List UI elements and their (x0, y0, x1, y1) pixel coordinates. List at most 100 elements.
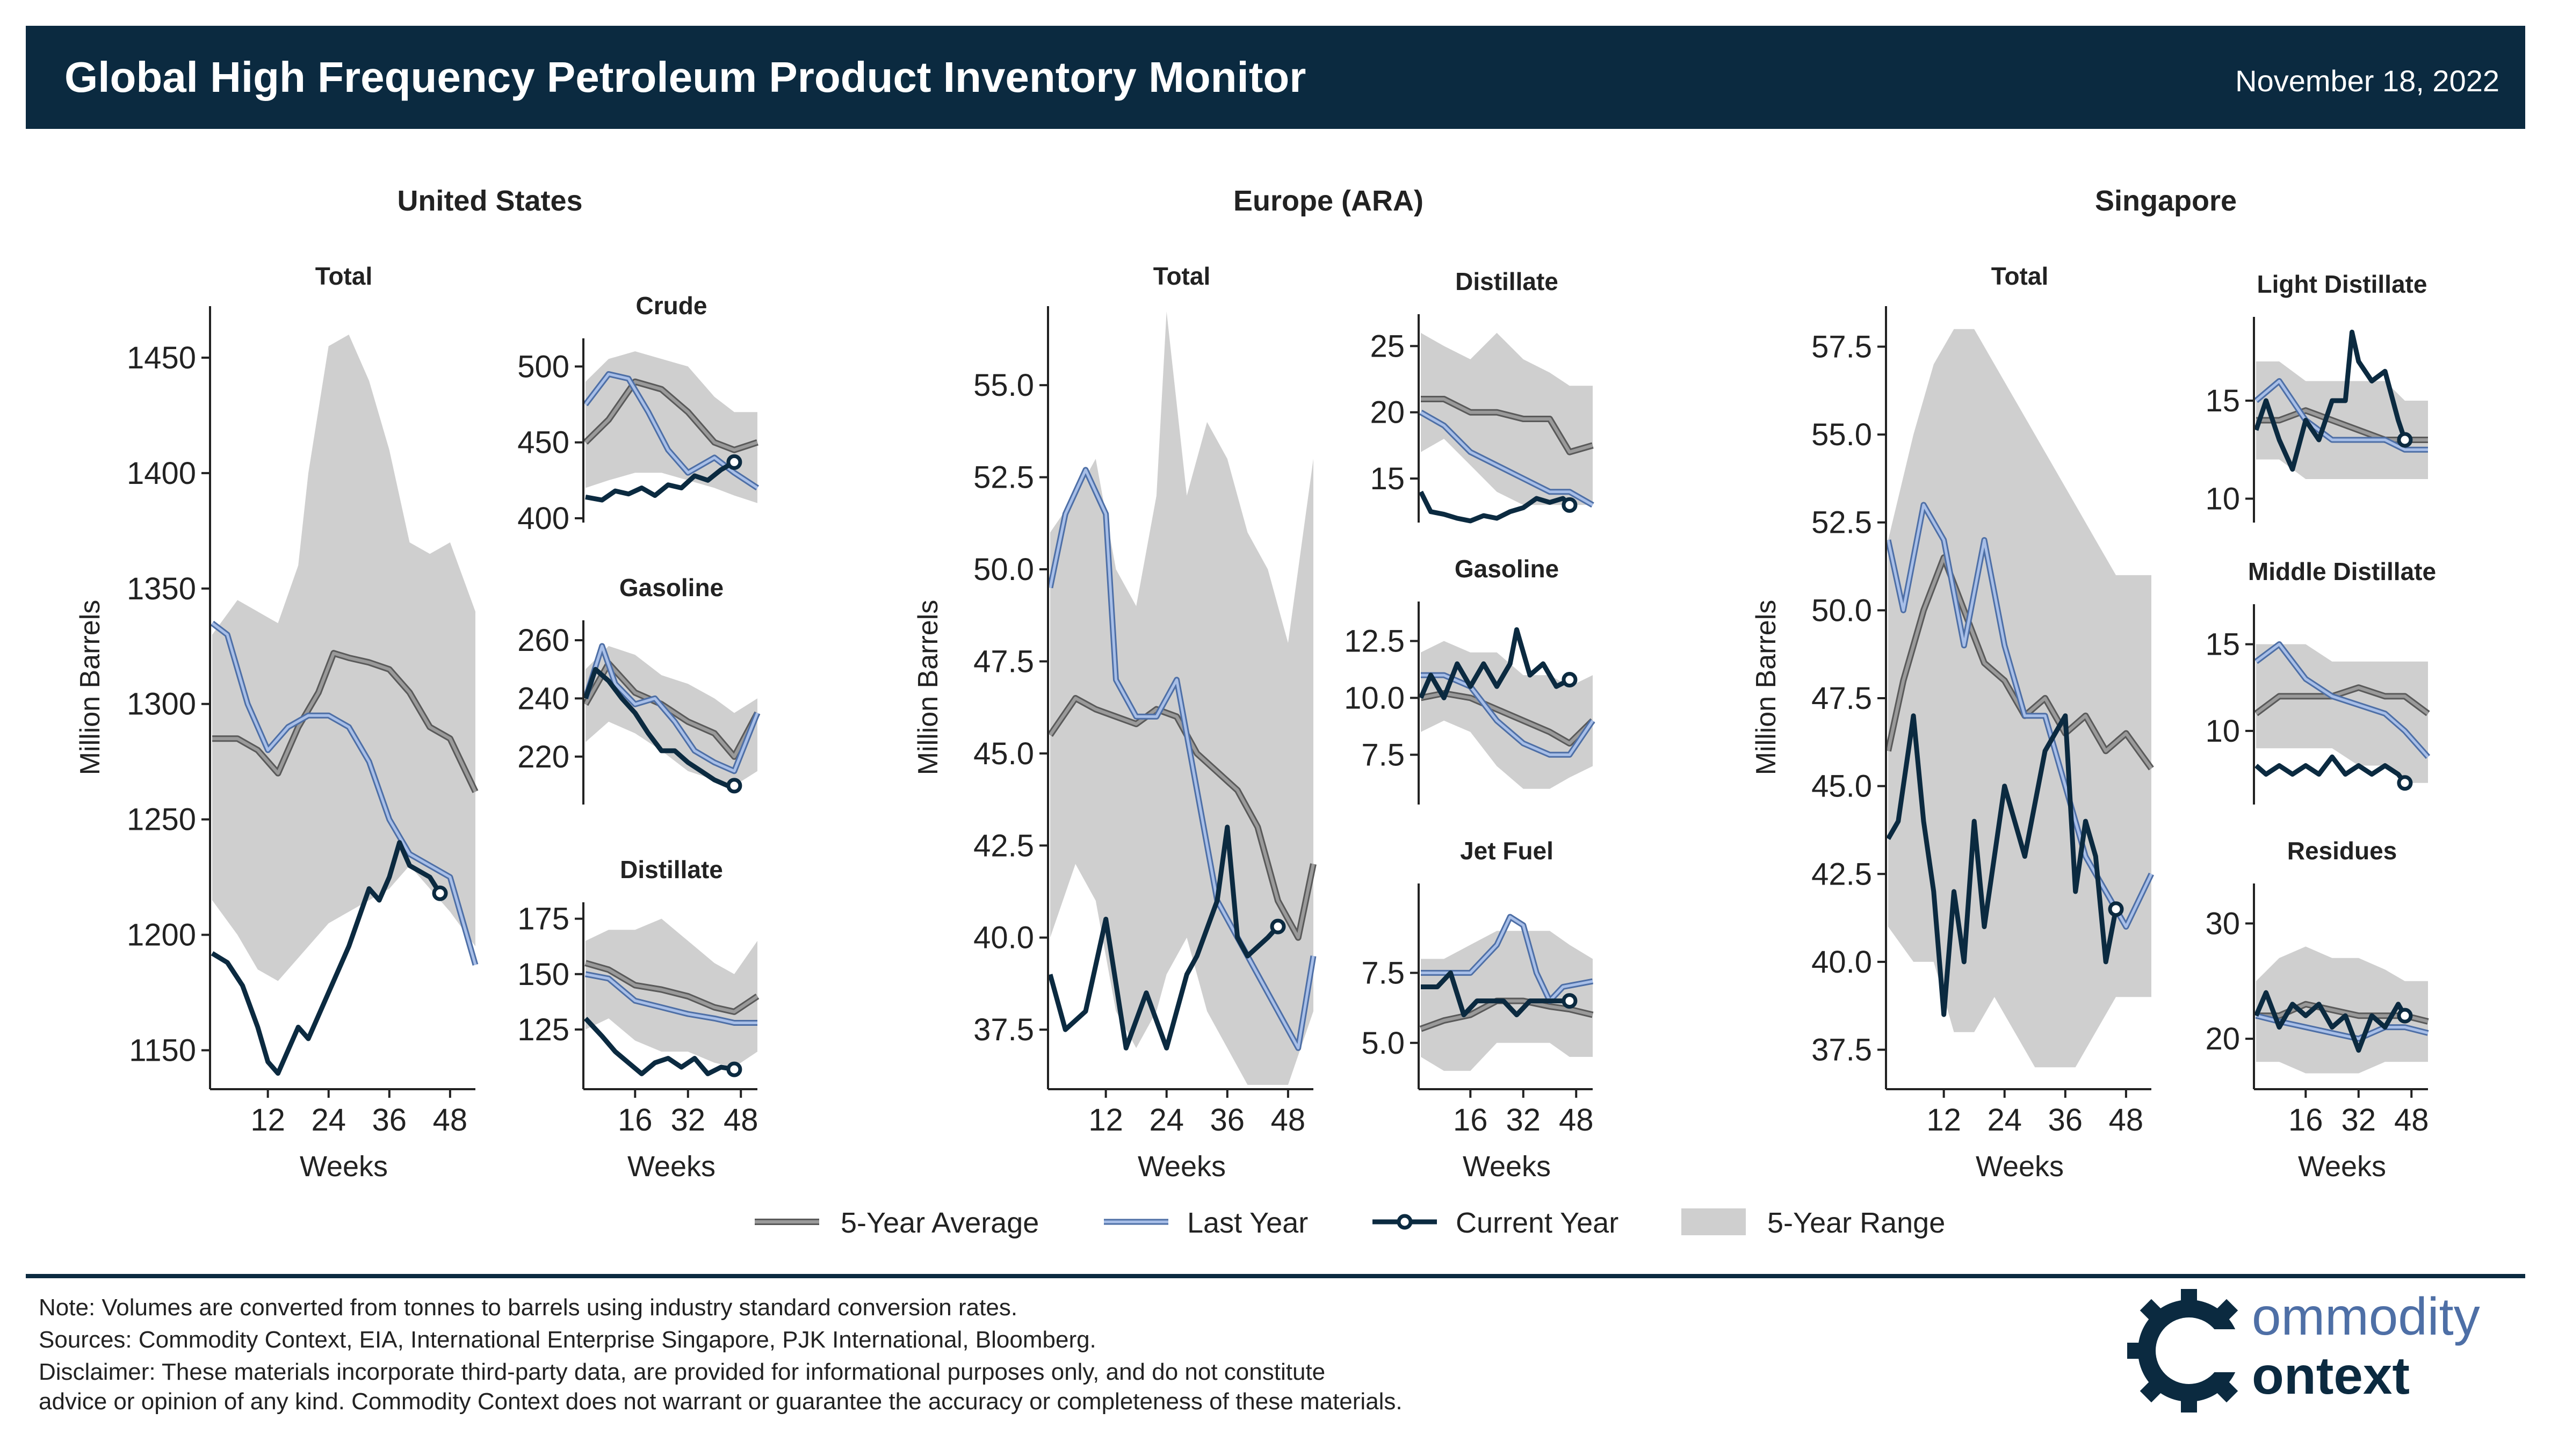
y-tick-label: 45.0 (973, 736, 1034, 771)
logo-line-1: ommodity (2252, 1287, 2480, 1346)
footer-sources: Sources: Commodity Context, EIA, Interna… (39, 1327, 1096, 1353)
y-tick-label: 42.5 (973, 828, 1034, 863)
last-year-line (585, 973, 757, 1024)
page-title: Global High Frequency Petroleum Product … (64, 53, 1306, 101)
current-year-endpoint (2397, 1008, 2413, 1024)
legend-current-label: Current Year (1456, 1207, 1618, 1239)
current-year-endpoint (2108, 901, 2124, 917)
x-axis-label: Weeks (300, 1150, 388, 1183)
y-tick-label: 5.0 (1361, 1026, 1405, 1061)
y-tick-label: 15 (1370, 461, 1405, 496)
y-tick-label: 1150 (129, 1033, 196, 1068)
y-tick-label: 220 (517, 740, 569, 774)
y-tick-label: 7.5 (1361, 955, 1405, 990)
current-year-line (1421, 970, 1570, 1018)
last-year-line (1887, 503, 2153, 928)
y-tick-label: 40.0 (1811, 945, 1872, 980)
y-tick-label: 52.5 (973, 460, 1034, 495)
avg-line (1887, 556, 2153, 770)
current-year-endpoint (1562, 993, 1578, 1009)
current-year-line (583, 667, 734, 788)
subplot-title: Distillate (1455, 267, 1558, 295)
legend-range-label: 5-Year Range (1767, 1207, 1945, 1239)
legend-current-marker (1397, 1214, 1413, 1230)
subplot-title: Distillate (620, 856, 723, 883)
y-tick-label: 55.0 (973, 368, 1034, 403)
y-tick-label: 15 (2205, 627, 2240, 662)
x-tick-label: 16 (618, 1103, 653, 1138)
avg-line (584, 380, 758, 452)
y-tick-label: 42.5 (1811, 857, 1872, 892)
x-tick-label: 12 (1088, 1103, 1123, 1138)
y-tick-label: 47.5 (1811, 681, 1872, 716)
current-year-endpoint (1270, 918, 1286, 935)
gear-icon (2127, 1289, 2251, 1412)
footer-rule (26, 1274, 2525, 1278)
y-tick-label: 125 (517, 1012, 569, 1047)
y-tick-label: 25 (1370, 329, 1405, 364)
current-year-endpoint (726, 454, 742, 470)
current-year-line (585, 460, 736, 503)
avg-line (585, 961, 758, 1013)
x-axis-label: Weeks (1138, 1150, 1226, 1183)
current-year-line (2253, 329, 2408, 472)
x-tick-label: 16 (1453, 1103, 1488, 1138)
last-year-line (2255, 380, 2428, 451)
y-axis-label: Million Barrels (75, 600, 106, 776)
y-tick-label: 47.5 (973, 644, 1034, 679)
x-axis-label: Weeks (627, 1150, 716, 1183)
subplot-title: Total (1991, 262, 2048, 290)
x-tick-label: 48 (724, 1103, 758, 1138)
region-title: Europe (ARA) (1233, 185, 1423, 217)
y-tick-label: 45.0 (1811, 769, 1872, 804)
y-tick-label: 10.0 (1344, 680, 1405, 715)
y-tick-label: 10 (2205, 714, 2240, 749)
subplot-title: Total (1153, 262, 1210, 290)
x-tick-label: 32 (671, 1103, 706, 1138)
region-title: United States (397, 185, 582, 217)
last-year-line (1420, 411, 1594, 506)
x-tick-label: 16 (2288, 1103, 2323, 1138)
subplot-title: Gasoline (619, 574, 724, 602)
y-tick-label: 10 (2205, 482, 2240, 517)
y-tick-label: 52.5 (1811, 505, 1872, 540)
x-tick-label: 24 (1149, 1103, 1184, 1138)
y-tick-label: 37.5 (973, 1012, 1034, 1047)
avg-line (2255, 686, 2429, 715)
y-tick-label: 400 (517, 501, 569, 536)
y-tick-label: 500 (517, 349, 569, 384)
subplot-title: Gasoline (1455, 555, 1559, 583)
y-tick-label: 7.5 (1361, 737, 1405, 772)
current-year-endpoint (1562, 672, 1578, 688)
y-tick-label: 1350 (127, 571, 196, 606)
y-tick-label: 55.0 (1811, 417, 1872, 452)
x-axis-label: Weeks (2298, 1150, 2386, 1183)
y-tick-label: 260 (517, 623, 569, 658)
last-year-line (1421, 673, 1594, 756)
commodity-context-logo: ommodity ontext (2127, 1287, 2480, 1412)
y-tick-label: 1200 (127, 918, 196, 953)
last-year-line (2255, 643, 2429, 758)
x-tick-label: 24 (311, 1103, 346, 1138)
current-year-line (1418, 627, 1571, 700)
x-tick-label: 48 (2109, 1103, 2144, 1138)
y-tick-label: 20 (2205, 1022, 2240, 1056)
footer-disclaimer-2: advice or opinion of any kind. Commodity… (39, 1388, 1403, 1415)
x-axis-label: Weeks (1976, 1150, 2064, 1183)
y-tick-label: 1300 (127, 687, 196, 722)
y-tick-label: 50.0 (1811, 593, 1872, 628)
current-year-endpoint (1562, 497, 1578, 513)
x-tick-label: 36 (2048, 1103, 2083, 1138)
subplot-title: Crude (636, 292, 707, 320)
current-year-line (583, 1017, 735, 1076)
x-tick-label: 12 (1926, 1103, 1961, 1138)
legend-avg-label: 5-Year Average (841, 1207, 1039, 1239)
report-date: November 18, 2022 (2235, 64, 2499, 98)
footer-disclaimer: Disclaimer: These materials incorporate … (39, 1359, 1326, 1385)
last-year-line (1049, 468, 1315, 1049)
legend-range-swatch (1681, 1208, 1746, 1235)
subplot-title: Total (315, 262, 372, 290)
subplot-title: Middle Distillate (2248, 557, 2436, 585)
charts-canvas: United States Europe (ARA) Singapore Total 1… (75, 185, 2436, 1239)
y-tick-label: 57.5 (1811, 329, 1872, 364)
